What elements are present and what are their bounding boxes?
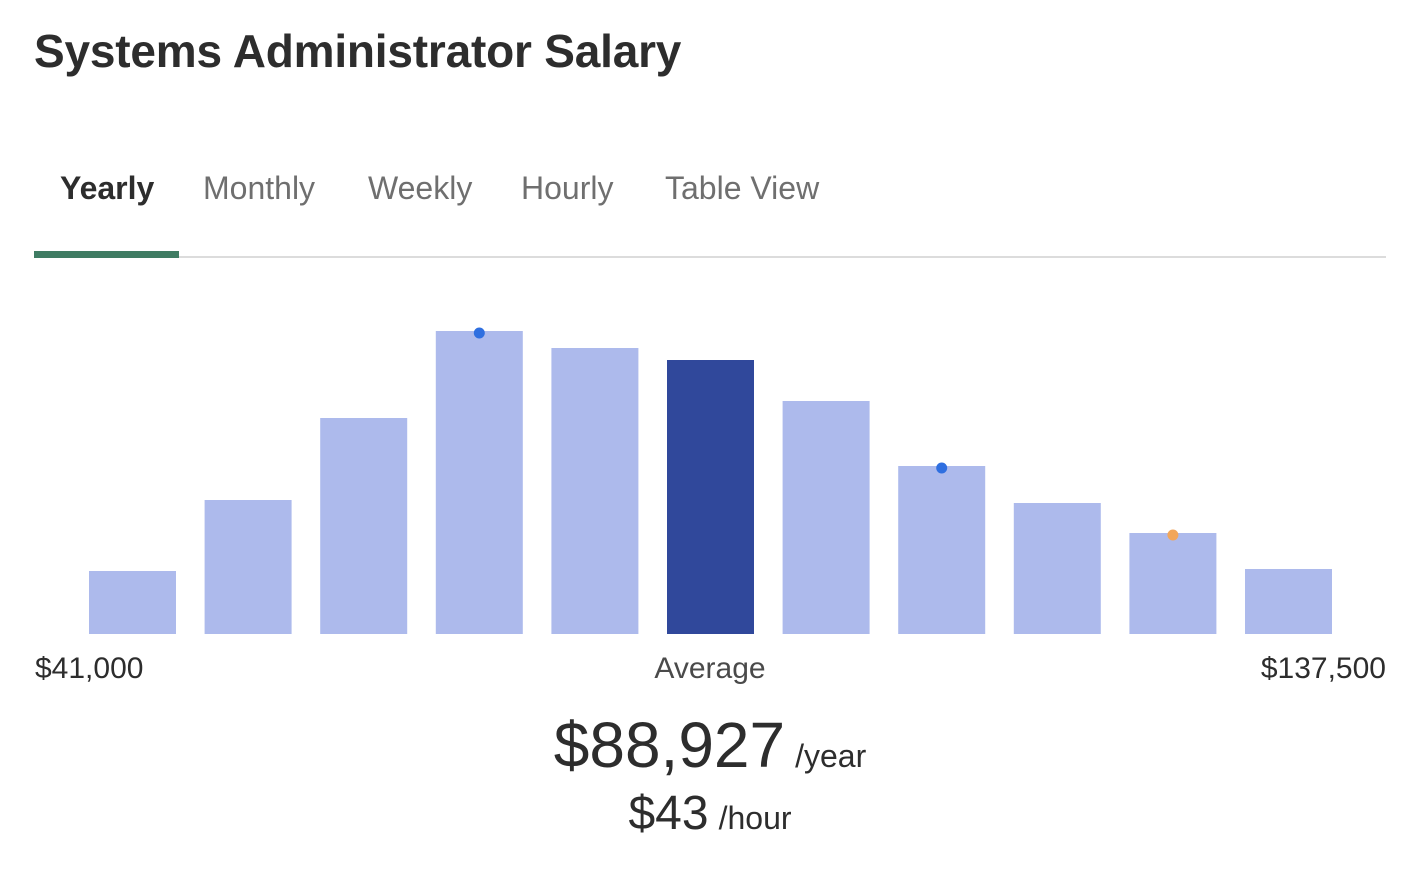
hourly-summary: $43/hour (0, 786, 1420, 841)
histogram-bar (204, 500, 292, 634)
histogram-bar (782, 401, 870, 634)
histogram-bar (551, 348, 639, 634)
active-tab-indicator (34, 251, 179, 258)
histogram-bar (1129, 533, 1217, 634)
tab-yearly[interactable]: Yearly (60, 170, 155, 206)
max-salary-label: $137,500 (1260, 652, 1386, 685)
hourly-salary-value: $43 (628, 787, 709, 840)
histogram-bar (898, 466, 986, 634)
histogram-bar-average (667, 360, 754, 634)
yearly-salary-value: $88,927 (553, 709, 786, 781)
histogram-bar (435, 331, 523, 634)
page-title: Systems Administrator Salary (34, 25, 682, 77)
min-salary-label: $41,000 (35, 652, 144, 685)
yearly-summary: $88,927/year (0, 708, 1420, 782)
histogram-bar (1245, 569, 1332, 634)
histogram-bar (320, 418, 408, 634)
period-tabs: Yearly Monthly Weekly Hourly Table View (34, 150, 1386, 258)
bar-marker-dot (473, 327, 485, 339)
average-label: Average (654, 652, 766, 685)
bar-marker-dot (936, 462, 948, 474)
bar-marker-dot (1167, 529, 1179, 541)
salary-histogram (89, 327, 1332, 634)
tab-monthly[interactable]: Monthly (203, 170, 316, 206)
tab-hourly[interactable]: Hourly (521, 170, 614, 206)
histogram-bar (89, 571, 176, 634)
tab-weekly[interactable]: Weekly (368, 170, 473, 206)
tab-table-view[interactable]: Table View (665, 170, 820, 206)
histogram-bar (1013, 503, 1101, 634)
yearly-unit: /year (795, 738, 867, 774)
hourly-unit: /hour (718, 800, 792, 836)
